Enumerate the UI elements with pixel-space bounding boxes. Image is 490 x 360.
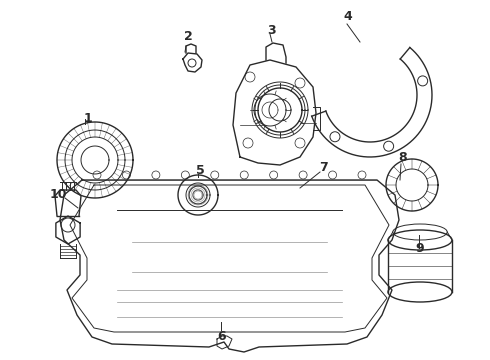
Text: 4: 4 [343,9,352,23]
Text: 1: 1 [84,112,93,125]
Text: 3: 3 [268,23,276,36]
Text: 6: 6 [218,329,226,342]
Text: 7: 7 [318,161,327,174]
Text: 5: 5 [196,163,204,176]
Text: 10: 10 [49,188,67,201]
Text: 8: 8 [399,150,407,163]
Text: 2: 2 [184,30,193,42]
Text: 9: 9 [416,242,424,255]
